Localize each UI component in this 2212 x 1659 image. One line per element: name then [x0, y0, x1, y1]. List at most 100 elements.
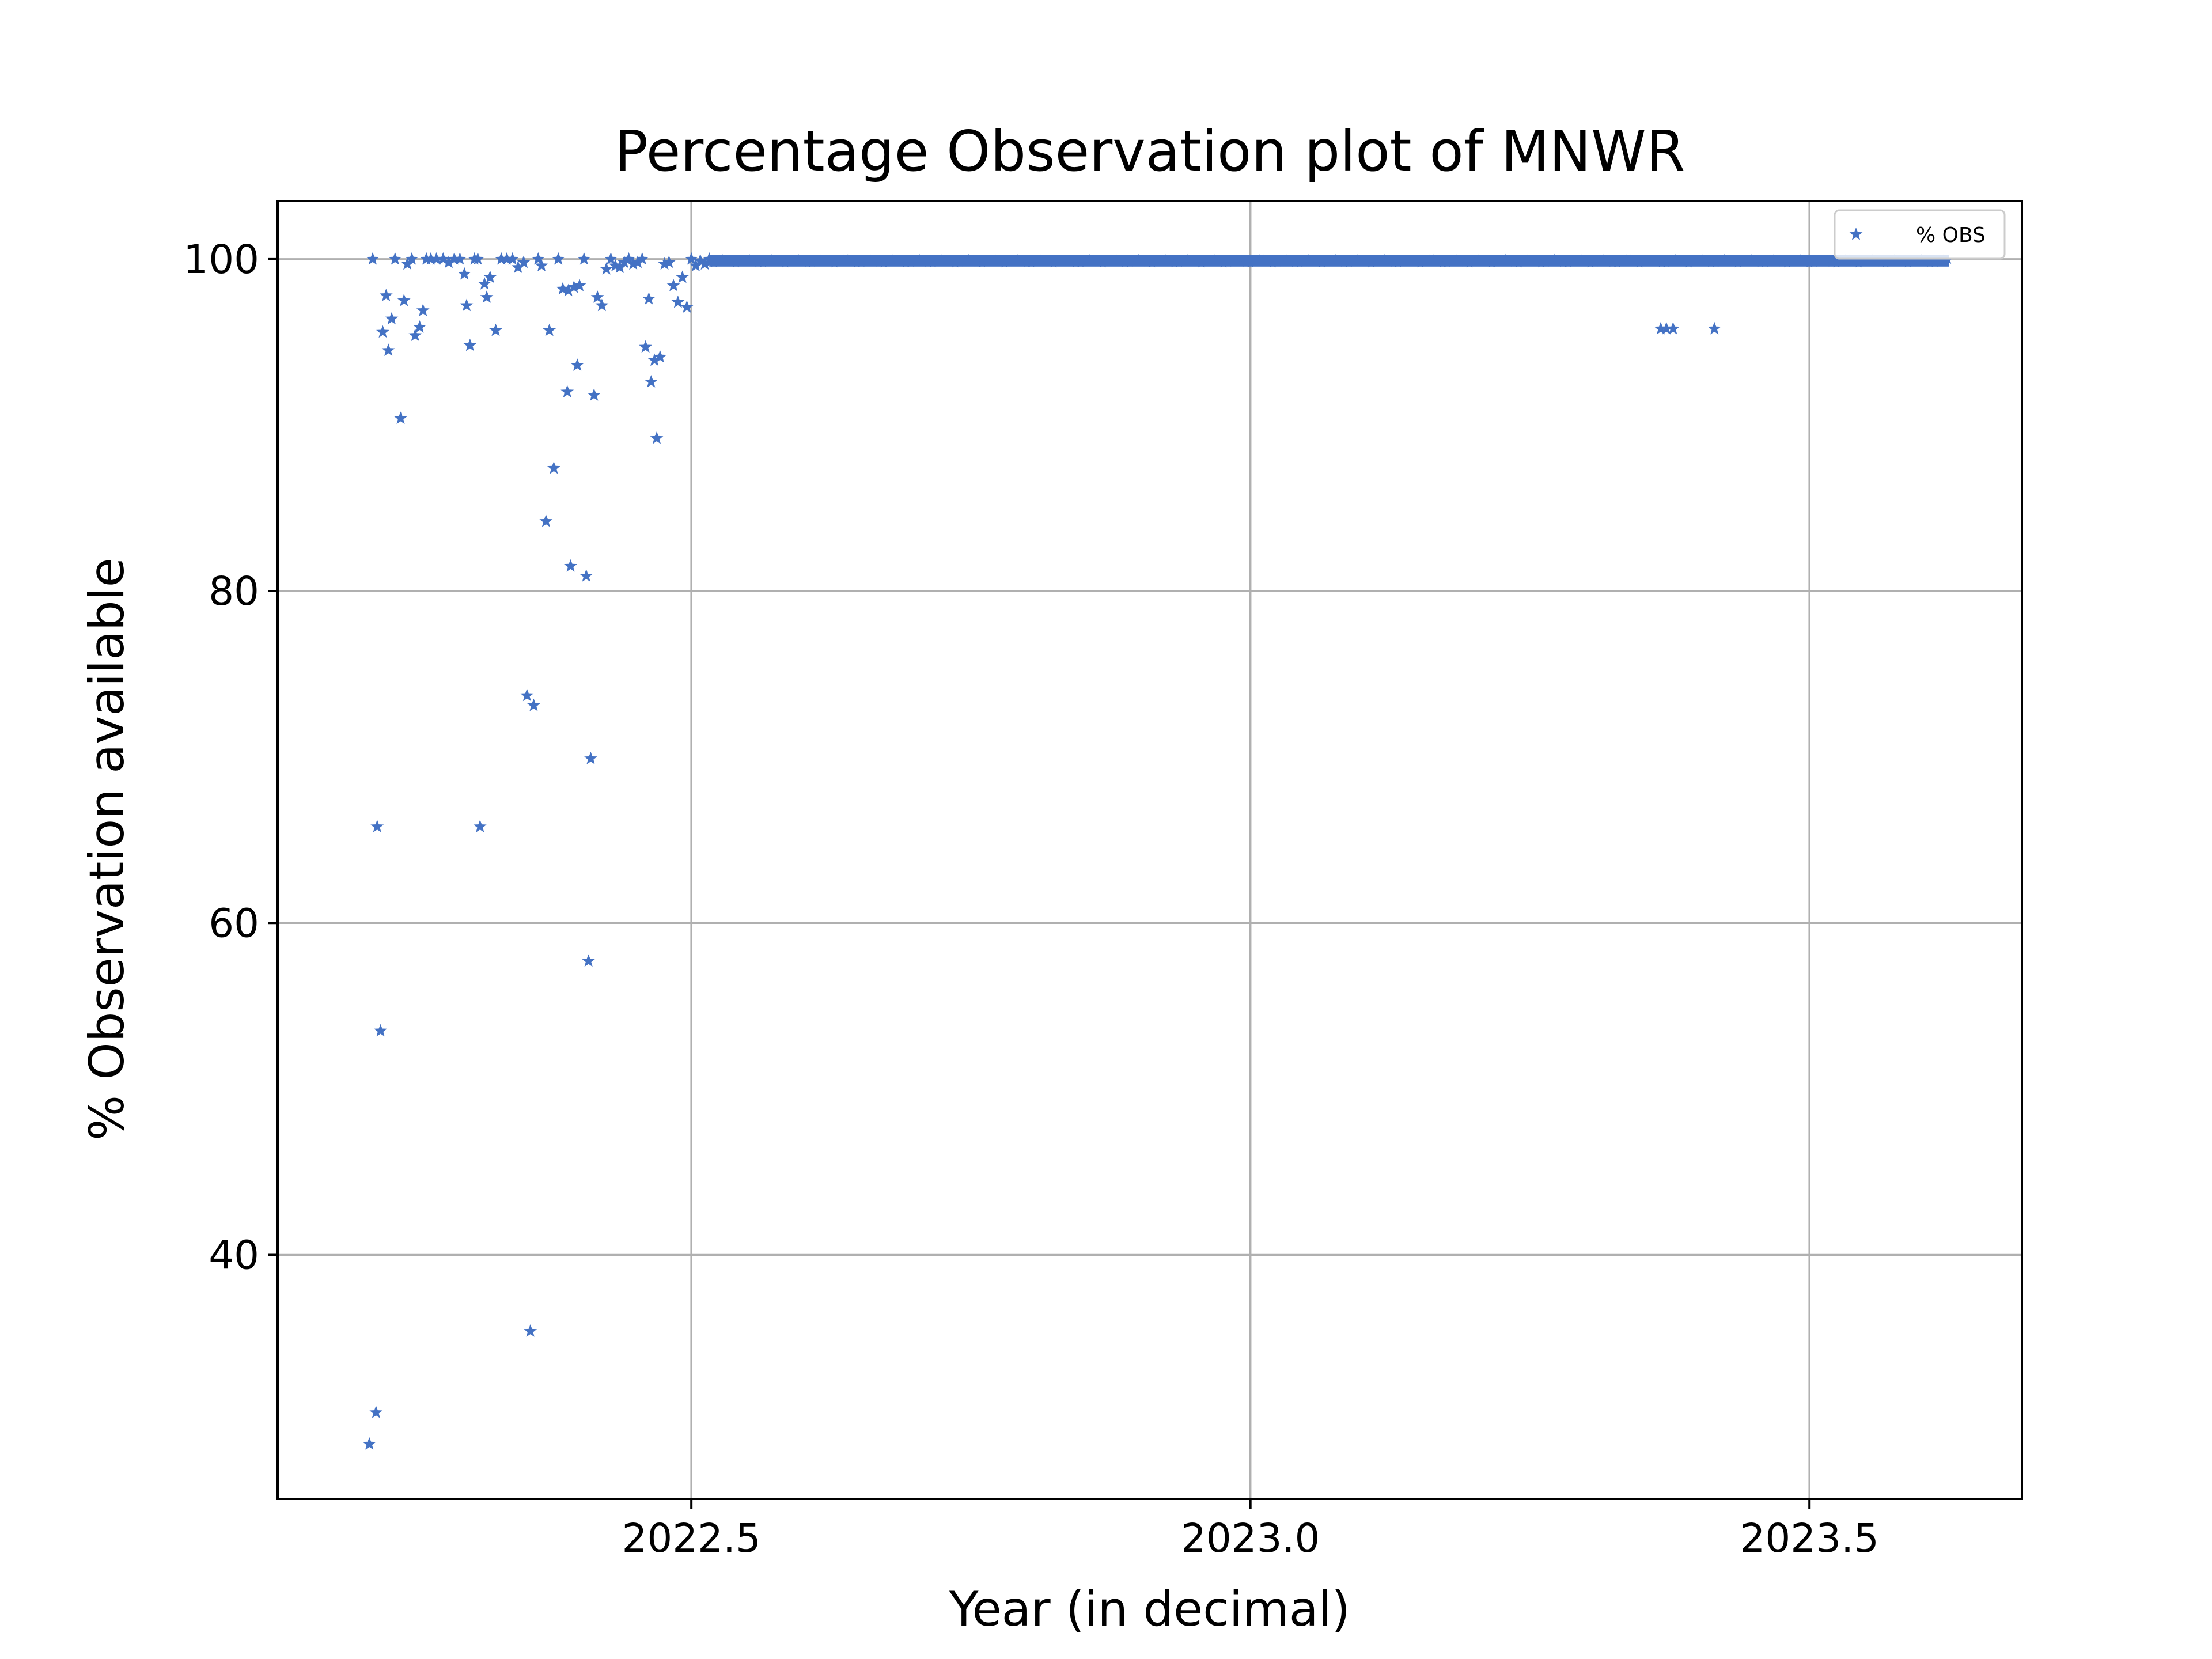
- data-point: [1921, 255, 1931, 265]
- data-point: [1228, 255, 1238, 265]
- data-point: [950, 258, 960, 268]
- data-point: [362, 1437, 376, 1450]
- data-point: [1536, 257, 1546, 268]
- data-point: [381, 343, 395, 356]
- data-point: [1554, 255, 1564, 265]
- data-point: [1626, 254, 1636, 264]
- data-point: [1102, 256, 1112, 266]
- data-point: [749, 255, 759, 266]
- data-point: [1205, 254, 1215, 264]
- data-point: [1773, 255, 1783, 264]
- data-point: [400, 257, 414, 270]
- data-point: [604, 252, 618, 265]
- data-point: [1357, 255, 1368, 264]
- data-point: [1040, 254, 1050, 264]
- data-point: [1817, 253, 1828, 264]
- data-point: [937, 254, 947, 264]
- data-point: [1178, 255, 1188, 265]
- y-tick-label: 80: [209, 569, 259, 615]
- data-point: [1308, 254, 1318, 264]
- data-point: [590, 290, 604, 303]
- data-point: [379, 289, 393, 301]
- data-point: [457, 267, 471, 280]
- data-point: [932, 256, 942, 266]
- data-point: [551, 252, 565, 265]
- data-point: [1397, 255, 1408, 266]
- data-point: [767, 254, 777, 264]
- data-point: [1540, 257, 1551, 267]
- data-point: [1657, 257, 1667, 267]
- data-point: [1599, 253, 1609, 264]
- legend: % OBS: [1834, 209, 2006, 260]
- data-point: [1187, 255, 1198, 264]
- data-point: [1737, 256, 1748, 266]
- data-point: [1639, 257, 1649, 267]
- data-point: [430, 252, 443, 265]
- data-point: [473, 820, 487, 832]
- data-point: [1903, 258, 1913, 268]
- y-axis-label: % Observation available: [79, 558, 135, 1141]
- data-point: [1017, 255, 1028, 265]
- data-point: [977, 257, 987, 267]
- data-point: [684, 252, 698, 265]
- x-tick-label: 2023.5: [1740, 1516, 1878, 1562]
- data-point: [927, 257, 938, 268]
- data-point: [500, 252, 514, 265]
- data-point: [923, 257, 934, 267]
- data-point: [1666, 321, 1680, 335]
- y-tick-label: 100: [183, 237, 259, 283]
- data-point: [547, 461, 560, 474]
- data-point: [972, 257, 983, 267]
- data-point: [709, 257, 719, 267]
- data-point: [1165, 256, 1175, 266]
- data-point: [1527, 254, 1537, 264]
- data-point: [1670, 254, 1680, 264]
- data-point: [744, 254, 755, 264]
- data-point: [780, 258, 790, 268]
- data-point: [1370, 257, 1381, 267]
- data-point: [453, 252, 467, 265]
- y-tick-label: 40: [209, 1232, 259, 1278]
- data-point: [494, 252, 508, 265]
- data-point: [1138, 255, 1148, 264]
- data-point: [622, 252, 635, 265]
- data-point: [1169, 257, 1180, 268]
- data-point: [1223, 257, 1233, 267]
- data-point: [1456, 255, 1466, 264]
- data-point: [968, 255, 978, 265]
- data-point: [1124, 257, 1135, 267]
- data-point: [1419, 256, 1430, 266]
- data-point: [1858, 257, 1868, 267]
- data-point: [1218, 257, 1229, 268]
- data-point: [480, 290, 494, 303]
- data-point: [794, 254, 804, 264]
- data-point: [1156, 254, 1166, 264]
- data-point: [906, 257, 916, 267]
- data-point: [1196, 257, 1206, 268]
- data-point: [1152, 256, 1162, 266]
- data-point: [635, 252, 649, 265]
- data-point: [1692, 255, 1703, 264]
- data-point: [1183, 253, 1193, 264]
- data-point: [869, 255, 880, 264]
- data-point: [1071, 257, 1081, 267]
- data-point: [1330, 253, 1340, 264]
- data-point: [883, 256, 893, 266]
- data-point: [556, 282, 570, 295]
- data-point: [1294, 257, 1305, 267]
- data-point: [1343, 257, 1354, 267]
- data-point: [722, 254, 732, 264]
- data-point: [370, 820, 384, 832]
- data-point: [1044, 256, 1054, 267]
- data-point: [413, 320, 426, 333]
- legend-marker: [1849, 228, 1863, 240]
- data-point: [388, 252, 402, 265]
- data-point: [798, 256, 808, 266]
- y-tick-label: 60: [209, 900, 259, 946]
- data-point: [1786, 256, 1797, 266]
- data-point: [945, 256, 956, 266]
- data-point: [1679, 256, 1690, 267]
- data-point: [1509, 257, 1520, 267]
- data-point: [1003, 257, 1014, 267]
